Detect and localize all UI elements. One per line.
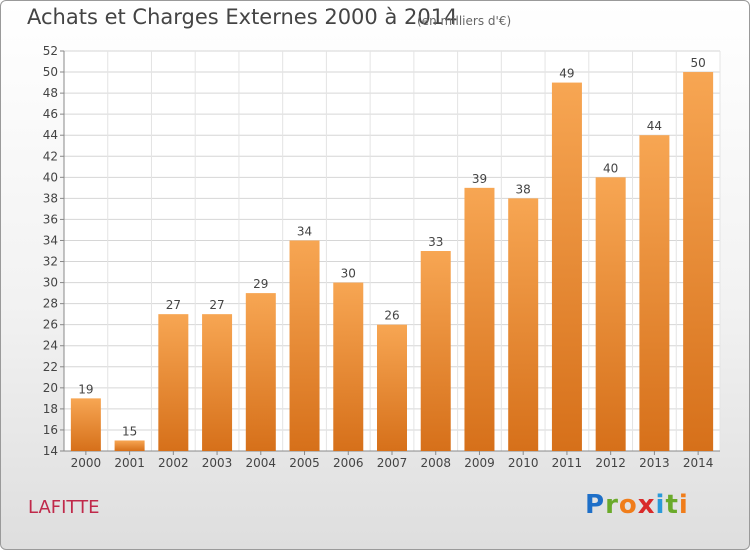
- logo-letter: o: [618, 490, 638, 520]
- chart-title: Achats et Charges Externes 2000 à 2014: [27, 5, 458, 29]
- bar-value-label: 30: [341, 267, 356, 281]
- y-tick-label: 30: [43, 276, 58, 290]
- y-tick-label: 36: [43, 212, 58, 226]
- commune-name: LAFITTE: [28, 497, 100, 518]
- chart-subtitle: (en milliers d'€): [417, 14, 512, 28]
- y-tick-label: 40: [43, 170, 58, 184]
- bar-value-label: 15: [122, 424, 137, 438]
- y-tick-label: 38: [43, 191, 58, 205]
- y-tick-label: 52: [43, 44, 58, 58]
- bar-value-label: 27: [166, 298, 181, 312]
- y-tick-label: 34: [43, 233, 58, 247]
- x-tick-label: 2008: [420, 456, 451, 470]
- x-tick-label: 2007: [377, 456, 408, 470]
- bar: [683, 72, 714, 451]
- y-tick-label: 50: [43, 65, 58, 79]
- x-tick-label: 2010: [508, 456, 539, 470]
- y-tick-label: 20: [43, 381, 58, 395]
- x-tick-label: 2006: [333, 456, 364, 470]
- bars: [70, 72, 714, 452]
- bar-value-label: 44: [647, 119, 662, 133]
- y-tick-label: 26: [43, 318, 58, 332]
- bar: [464, 187, 495, 451]
- y-tick-label: 28: [43, 297, 58, 311]
- bar-value-label: 40: [603, 161, 618, 175]
- x-tick-label: 2013: [639, 456, 670, 470]
- bar: [202, 314, 233, 451]
- bar-value-label: 39: [472, 172, 487, 186]
- bar: [245, 293, 276, 451]
- logo-letter: P: [585, 490, 606, 520]
- bar-value-label: 26: [384, 309, 399, 323]
- x-tick-label: 2001: [114, 456, 145, 470]
- y-tick-label: 44: [43, 128, 58, 142]
- bar-value-label: 49: [559, 67, 574, 81]
- x-tick-label: 2004: [246, 456, 277, 470]
- y-tick-label: 18: [43, 402, 58, 416]
- x-tick-label: 2003: [202, 456, 233, 470]
- bar: [508, 198, 539, 451]
- bar: [158, 314, 189, 451]
- x-tick-label: 2005: [289, 456, 320, 470]
- bar-value-label: 50: [690, 56, 705, 70]
- bar: [70, 398, 101, 451]
- proxiti-logo: Proxiti: [585, 490, 689, 520]
- logo-letter: i: [678, 490, 689, 520]
- y-tick-label: 22: [43, 360, 58, 374]
- y-tick-label: 14: [43, 444, 58, 458]
- x-tick-label: 2000: [71, 456, 102, 470]
- bar: [377, 324, 407, 451]
- bar-value-label: 29: [253, 277, 268, 291]
- bar: [639, 135, 670, 452]
- logo-letter: i: [655, 490, 666, 520]
- logo-letter: t: [665, 490, 679, 520]
- y-tick-label: 46: [43, 107, 58, 121]
- bar-value-label: 27: [209, 298, 224, 312]
- x-tick-label: 2002: [158, 456, 189, 470]
- bar: [420, 251, 451, 451]
- bar-value-label: 19: [78, 382, 93, 396]
- y-tick-label: 24: [43, 339, 58, 353]
- y-tick-label: 16: [43, 423, 58, 437]
- x-tick-label: 2011: [552, 456, 583, 470]
- value-labels: 19 15 27 27 29 34 30 26 33 39 38 49 40 44 50: [78, 56, 706, 438]
- bar: [595, 177, 626, 451]
- bar: [289, 240, 320, 451]
- x-tick-labels: 2000 2001 2002 2003 2004 2005 2006 2007 2008 2009…: [71, 456, 714, 470]
- bar-value-label: 33: [428, 235, 443, 249]
- y-tick-label: 32: [43, 255, 58, 269]
- x-tick-label: 2009: [464, 456, 495, 470]
- bar: [551, 82, 582, 451]
- y-tick-labels: 14 16 18 20 22 24 26 28 30 32 34 36 38 40 42 44 46 48 50 52: [43, 44, 58, 458]
- x-tick-label: 2012: [595, 456, 626, 470]
- bar: [333, 282, 364, 451]
- bar-value-label: 34: [297, 224, 312, 238]
- y-tick-label: 48: [43, 86, 58, 100]
- y-tick-label: 42: [43, 149, 58, 163]
- bar: [114, 440, 145, 451]
- x-tick-label: 2014: [683, 456, 714, 470]
- logo-letter: r: [605, 490, 619, 520]
- logo-letter: x: [637, 490, 656, 520]
- bar-value-label: 38: [516, 182, 531, 196]
